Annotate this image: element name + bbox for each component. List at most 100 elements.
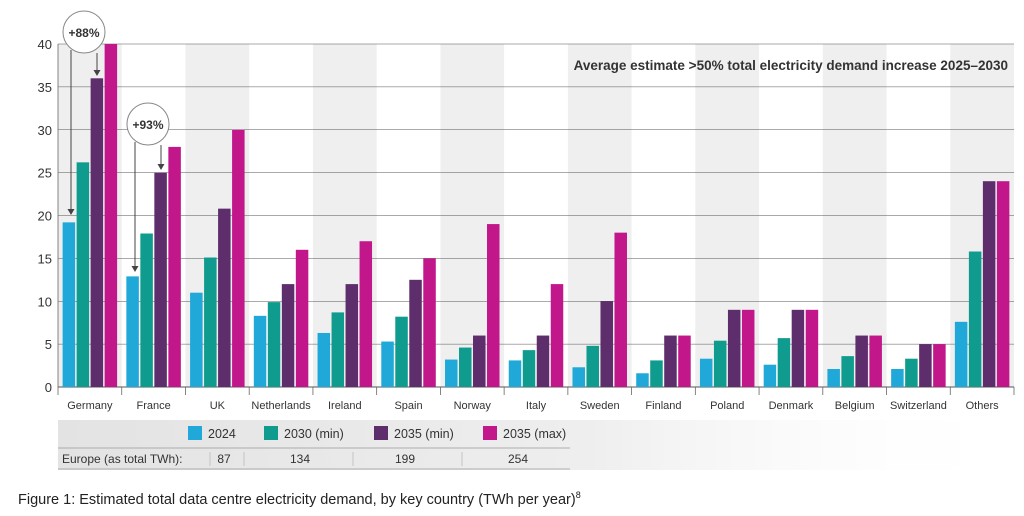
x-tick-label: Others bbox=[966, 400, 1000, 412]
europe-total-label: Europe (as total TWh): bbox=[62, 452, 183, 466]
europe-total-2024: 87 bbox=[217, 452, 231, 466]
bar-ireland-3 bbox=[359, 241, 373, 387]
x-tick-label: UK bbox=[210, 400, 226, 412]
x-tick-label: Ireland bbox=[328, 400, 362, 412]
bar-finland-1 bbox=[650, 360, 663, 387]
bar-netherlands-3 bbox=[295, 249, 309, 387]
germany-increase-label: +88% bbox=[68, 26, 99, 40]
bar-ireland-0 bbox=[317, 332, 331, 387]
x-tick-label: Belgium bbox=[835, 400, 875, 412]
bar-switzerland-3 bbox=[933, 344, 946, 387]
bar-germany-3 bbox=[104, 44, 118, 387]
y-tick-label: 10 bbox=[38, 294, 52, 309]
bar-ireland-2 bbox=[345, 284, 359, 387]
bar-norway-0 bbox=[445, 359, 458, 387]
legend-rule bbox=[58, 447, 570, 470]
bar-poland-1 bbox=[713, 340, 727, 387]
y-tick-label: 25 bbox=[38, 166, 52, 181]
bar-finland-2 bbox=[664, 335, 677, 387]
bar-spain-2 bbox=[409, 279, 422, 387]
bar-italy-1 bbox=[522, 350, 536, 387]
bar-others-3 bbox=[996, 181, 1010, 387]
bar-norway-2 bbox=[473, 335, 486, 387]
bar-france-0 bbox=[126, 276, 139, 387]
france-increase-label: +93% bbox=[132, 118, 163, 132]
bar-italy-3 bbox=[550, 284, 564, 387]
bar-uk-2 bbox=[218, 208, 231, 387]
germany-increase-circle bbox=[62, 10, 106, 54]
france-increase-circle bbox=[126, 102, 170, 146]
bar-netherlands-1 bbox=[267, 302, 281, 387]
france-arrow-head-2024 bbox=[131, 266, 139, 272]
france-arrow-head-2035 bbox=[157, 164, 165, 170]
germany-increase-callout: +88% bbox=[62, 10, 106, 215]
x-tick-label: Norway bbox=[454, 400, 492, 412]
bar-switzerland-2 bbox=[919, 344, 932, 387]
bar-switzerland-1 bbox=[905, 358, 918, 387]
bar-spain-3 bbox=[423, 258, 436, 387]
x-tick-label: Netherlands bbox=[251, 400, 311, 412]
bar-uk-0 bbox=[190, 292, 203, 387]
figure-caption: Figure 1: Estimated total data centre el… bbox=[18, 490, 581, 508]
y-tick-label: 30 bbox=[38, 123, 52, 138]
bar-uk-3 bbox=[232, 129, 245, 387]
gridlines bbox=[58, 43, 1014, 388]
legend-swatch-3 bbox=[483, 426, 497, 440]
legend-items: 2024 2030 (min) 2035 (min) 2035 (max) bbox=[188, 426, 566, 441]
bar-norway-1 bbox=[459, 347, 472, 387]
bar-denmark-0 bbox=[763, 364, 777, 387]
x-tick-label: Finland bbox=[645, 400, 681, 412]
bar-sweden-1 bbox=[586, 345, 599, 387]
legend-swatch-2 bbox=[374, 426, 388, 440]
bar-sweden-2 bbox=[600, 301, 613, 387]
bar-others-0 bbox=[954, 321, 968, 387]
bar-spain-0 bbox=[381, 341, 394, 387]
bar-france-3 bbox=[168, 146, 181, 387]
bar-belgium-2 bbox=[855, 335, 868, 387]
bar-netherlands-2 bbox=[281, 284, 295, 387]
legend-label-3: 2035 (max) bbox=[503, 427, 566, 441]
headline-annotation: Average estimate >50% total electricity … bbox=[574, 58, 1008, 73]
europe-total-2030-min: 134 bbox=[290, 452, 310, 466]
x-tick-label: Switzerland bbox=[890, 400, 947, 412]
legend-label-0: 2024 bbox=[208, 427, 236, 441]
legend-label-1: 2030 (min) bbox=[284, 427, 344, 441]
y-tick-label: 5 bbox=[45, 337, 52, 352]
bar-belgium-3 bbox=[869, 335, 882, 387]
bar-belgium-0 bbox=[827, 368, 840, 387]
bar-others-2 bbox=[982, 181, 996, 387]
x-tick-label: Germany bbox=[67, 400, 113, 412]
x-tick-label: Poland bbox=[710, 400, 744, 412]
bar-germany-2 bbox=[90, 78, 104, 388]
bar-denmark-1 bbox=[777, 338, 791, 387]
y-tick-label: 15 bbox=[38, 251, 52, 266]
y-tick-label: 35 bbox=[38, 80, 52, 95]
germany-arrow-head-2035 bbox=[93, 70, 101, 76]
x-tick-label: Spain bbox=[394, 400, 422, 412]
x-tick-label: Denmark bbox=[769, 400, 814, 412]
bar-poland-3 bbox=[741, 309, 755, 387]
bar-spain-1 bbox=[395, 316, 408, 387]
legend-background bbox=[58, 420, 1020, 470]
bar-poland-2 bbox=[727, 309, 741, 387]
bar-norway-3 bbox=[487, 224, 500, 387]
x-tick-label: Italy bbox=[526, 400, 547, 412]
bar-germany-0 bbox=[62, 222, 76, 387]
germany-arrow-head-2024 bbox=[67, 209, 75, 215]
y-tick-label: 20 bbox=[38, 209, 52, 224]
x-tick-label: France bbox=[136, 400, 170, 412]
bar-france-2 bbox=[154, 172, 167, 387]
bar-others-1 bbox=[968, 251, 982, 387]
y-axis: 0 5 10 15 20 25 30 35 40 bbox=[38, 37, 59, 395]
bar-sweden-0 bbox=[572, 367, 585, 387]
bar-netherlands-0 bbox=[253, 315, 267, 387]
bar-finland-3 bbox=[678, 335, 691, 387]
bar-sweden-3 bbox=[614, 232, 627, 387]
bar-uk-1 bbox=[204, 257, 217, 387]
bar-germany-1 bbox=[76, 162, 90, 387]
figure-caption-text: Figure 1: Estimated total data centre el… bbox=[18, 491, 576, 508]
europe-total-2035-min: 199 bbox=[395, 452, 415, 466]
europe-total-2035-max: 254 bbox=[508, 452, 528, 466]
x-tick-label: Sweden bbox=[580, 400, 620, 412]
